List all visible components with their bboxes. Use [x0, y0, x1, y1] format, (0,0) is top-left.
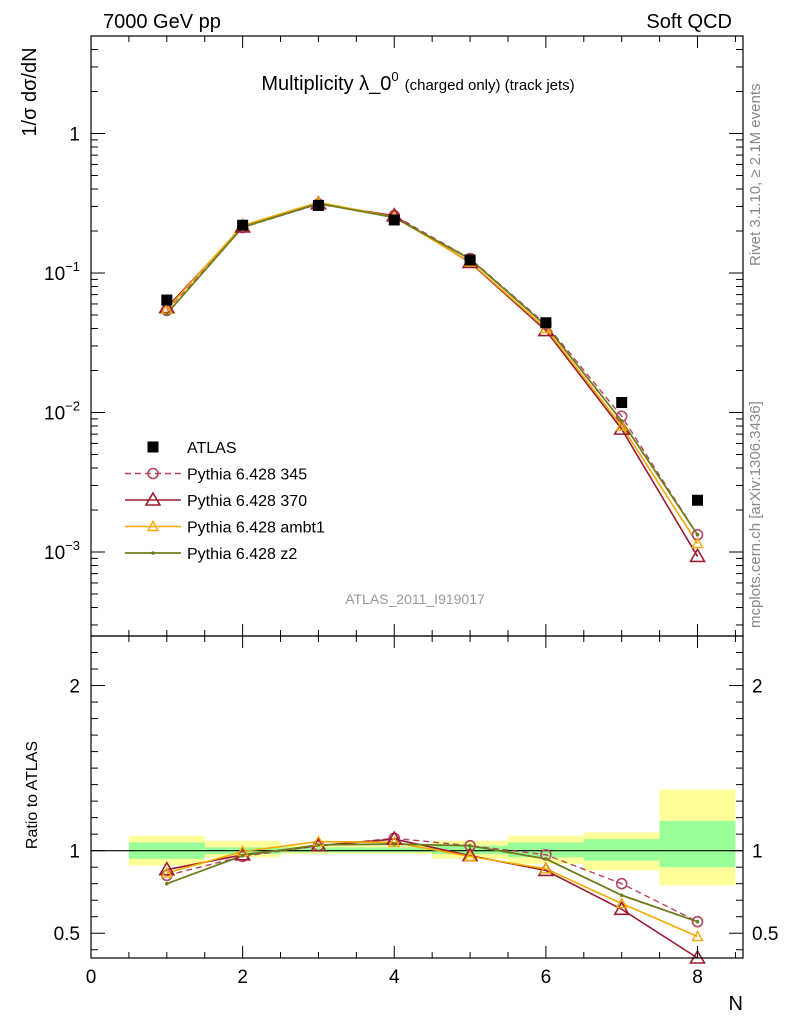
ratio-point-ambt1: [160, 866, 174, 878]
header-right: Soft QCD: [646, 11, 732, 33]
chart-title: Multiplicity λ_00(charged only) (track j…: [261, 69, 574, 95]
ratio-y-tick-label: 0.5: [54, 924, 80, 945]
ratio-y-tick-label-right: 1: [752, 842, 763, 863]
ratio-line-z2: [166, 843, 698, 923]
legend-marker-atlas: [147, 441, 159, 453]
ratio-point-ambt1: [463, 850, 477, 862]
side-label-rivet: Rivet 3.1.10, ≥ 2.1M events: [747, 84, 764, 267]
ratio-point-p370: [158, 861, 176, 876]
point-atlas: [464, 254, 476, 266]
ratio-panel: 0.5 0.5 1 1 2 2 0 2 4 6 8: [54, 635, 778, 988]
legend-marker-p345: [147, 467, 159, 480]
main-panel: 1 10−1 10−2 10−3: [44, 35, 744, 637]
y-tick-label: 10−3: [44, 538, 80, 564]
series-line-p345: [166, 203, 699, 536]
band-inner: [583, 839, 660, 861]
legend: ATLAS Pythia 6.428 345 Pythia 6.428 370 Pyt…: [125, 440, 325, 563]
ratio-point-z2: [392, 842, 397, 846]
series-line-z2: [166, 202, 699, 536]
point-atlas: [692, 494, 704, 506]
point-atlas: [161, 294, 173, 306]
ratio-point-ambt1: [539, 862, 553, 874]
ratio-y-tick-label-right: 2: [752, 677, 763, 698]
point-ambt1: [615, 419, 628, 431]
point-atlas: [388, 214, 400, 226]
x-tick-label: 8: [692, 967, 703, 988]
band-inner: [356, 847, 433, 853]
ratio-point-z2: [544, 857, 548, 861]
point-atlas: [312, 199, 324, 211]
ratio-point-z2: [165, 881, 169, 886]
ratio-y-tick-label: 2: [69, 677, 80, 698]
y-tick-label: 10−1: [44, 259, 80, 285]
ratio-point-ambt1: [615, 897, 628, 909]
x-axis-label: N: [729, 993, 743, 1015]
ratio-point-ambt1: [388, 835, 401, 848]
watermark: ATLAS_2011_I919017: [345, 591, 485, 607]
band-inner: [659, 820, 736, 868]
ratio-point-p370: [689, 949, 706, 964]
header-left: 7000 GeV pp: [103, 11, 221, 33]
point-atlas: [616, 396, 628, 408]
ratio-y-tick-label-right: 0.5: [752, 924, 778, 945]
ratio-point-z2: [316, 843, 321, 847]
x-tick-label: 6: [541, 967, 552, 988]
point-z2: [165, 312, 169, 316]
x-tick-label: 4: [389, 967, 400, 988]
ratio-point-z2: [468, 843, 472, 848]
ratio-y-tick-label: 1: [69, 842, 80, 863]
ratio-frame: [90, 635, 744, 959]
point-atlas: [237, 219, 249, 231]
legend-label: Pythia 6.428 ambt1: [187, 520, 325, 537]
ratio-point-p345: [615, 877, 628, 890]
ratio-point-p370: [613, 900, 631, 916]
ratio-point-z2: [695, 919, 700, 924]
ratio-point-z2: [240, 853, 245, 858]
legend-label: Pythia 6.428 z2: [187, 546, 297, 563]
legend-marker-p370: [144, 491, 162, 506]
legend-label: Pythia 6.428 370: [187, 493, 307, 510]
point-atlas: [540, 317, 552, 329]
x-tick-label: 0: [86, 967, 97, 988]
ratio-point-ambt1: [691, 930, 704, 942]
point-z2: [695, 532, 700, 537]
legend-marker-z2: [151, 551, 155, 555]
y-tick-label: 10−2: [44, 399, 80, 425]
legend-label: Pythia 6.428 345: [187, 467, 307, 484]
legend-label: ATLAS: [187, 440, 237, 457]
point-z2: [619, 419, 624, 423]
side-label-mcplots: mcplots.cern.ch [arXiv:1306.3436]: [747, 401, 764, 628]
ratio-ylabel: Ratio to ATLAS: [24, 741, 41, 849]
ratio-point-p370: [310, 837, 327, 852]
point-p370: [689, 547, 706, 563]
y-tick-label: 1: [69, 125, 80, 146]
main-ylabel: 1/σ dσ/dN: [19, 47, 41, 136]
legend-marker-ambt1: [146, 520, 160, 532]
series-line-ambt1: [166, 201, 699, 544]
point-ambt1: [691, 537, 704, 549]
ratio-line-ambt1: [166, 840, 698, 938]
x-tick-label: 2: [237, 967, 248, 988]
ratio-point-p345: [691, 915, 704, 928]
ratio-point-z2: [619, 893, 624, 898]
band-inner: [280, 847, 357, 853]
